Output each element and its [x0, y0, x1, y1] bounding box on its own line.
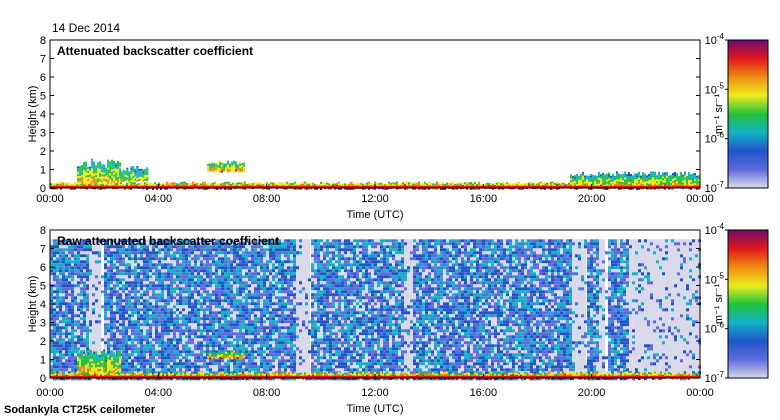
x-axis-label: Time (UTC)	[346, 403, 403, 415]
panel-title: Attenuated backscatter coefficient	[57, 44, 253, 58]
low-cloud	[77, 158, 122, 185]
backscatter-field	[50, 239, 701, 381]
plot-area	[50, 40, 700, 188]
y-tick-label: 3	[40, 128, 46, 140]
x-tick-label: 04:00	[145, 193, 173, 205]
x-tick-label: 20:00	[578, 193, 606, 205]
colorbar-ramp	[727, 39, 769, 189]
low-cloud	[77, 349, 122, 375]
x-tick-label: 00:00	[686, 193, 714, 205]
colorbar-label: m⁻¹ sr⁻¹	[713, 284, 725, 325]
y-axis-label: Height (km)	[27, 86, 39, 143]
colorbar-tick-label: 10-4	[705, 32, 725, 47]
y-tick-label: 6	[40, 72, 46, 84]
y-tick-label: 1	[40, 165, 46, 177]
x-tick-label: 20:00	[578, 387, 606, 399]
y-tick-label: 4	[40, 109, 46, 121]
instrument-label: Sodankyla CT25K ceilometer	[4, 404, 156, 416]
y-tick-label: 5	[40, 91, 46, 103]
y-tick-label: 0	[40, 183, 46, 195]
signal-gap	[597, 239, 606, 378]
date-label: 14 Dec 2014	[52, 21, 120, 35]
colorbar-label: m⁻¹ sr⁻¹	[713, 94, 725, 135]
attenuated-backscatter-panel: Attenuated backscatter coefficient 0 1 2 3 4 5…	[27, 32, 769, 221]
x-tick-label: 12:00	[361, 193, 389, 205]
low-cloud	[120, 165, 149, 183]
colorbar: 10-410-510-610-7m⁻¹ sr⁻¹	[705, 32, 769, 195]
y-tick-label: 3	[40, 318, 46, 330]
y-tick-label: 4	[40, 299, 46, 311]
noise-field	[50, 239, 701, 381]
signal-gap	[293, 239, 310, 378]
y-tick-label: 6	[40, 262, 46, 274]
signal-gap	[402, 239, 413, 378]
signal-gap	[626, 239, 633, 378]
x-tick-label: 08:00	[253, 193, 281, 205]
colorbar-tick-label: 10-7	[705, 180, 725, 195]
low-cloud	[207, 350, 246, 360]
x-tick-label: 16:00	[470, 193, 498, 205]
y-tick-label: 8	[40, 35, 46, 47]
x-tick-label: 00:00	[36, 193, 64, 205]
panel-title: Raw attenuated backscatter coefficient	[57, 234, 279, 248]
y-tick-label: 7	[40, 244, 46, 256]
colorbar-ramp	[727, 229, 769, 379]
y-tick-label: 1	[40, 355, 46, 367]
x-axis-label: Time (UTC)	[346, 209, 403, 221]
y-tick-label: 0	[40, 373, 46, 385]
y-tick-label: 2	[40, 146, 46, 158]
colorbar-tick-label: 10-4	[705, 222, 725, 237]
y-tick-label: 8	[40, 225, 46, 237]
x-tick-label: 08:00	[253, 387, 281, 399]
x-tick-label: 00:00	[686, 387, 714, 399]
x-tick-label: 12:00	[361, 387, 389, 399]
y-tick-label: 7	[40, 54, 46, 66]
y-axis-label: Height (km)	[27, 276, 39, 333]
low-cloud	[207, 160, 246, 174]
y-tick-label: 2	[40, 336, 46, 348]
y-tick-label: 5	[40, 281, 46, 293]
raw-attenuated-backscatter-panel: Raw attenuated backscatter coefficient 0 1…	[27, 222, 769, 415]
x-tick-label: 04:00	[145, 387, 173, 399]
x-tick-label: 00:00	[36, 387, 64, 399]
x-tick-label: 16:00	[470, 387, 498, 399]
low-cloud	[570, 171, 700, 187]
colorbar: 10-410-510-610-7m⁻¹ sr⁻¹	[705, 222, 769, 385]
colorbar-tick-label: 10-7	[705, 370, 725, 385]
